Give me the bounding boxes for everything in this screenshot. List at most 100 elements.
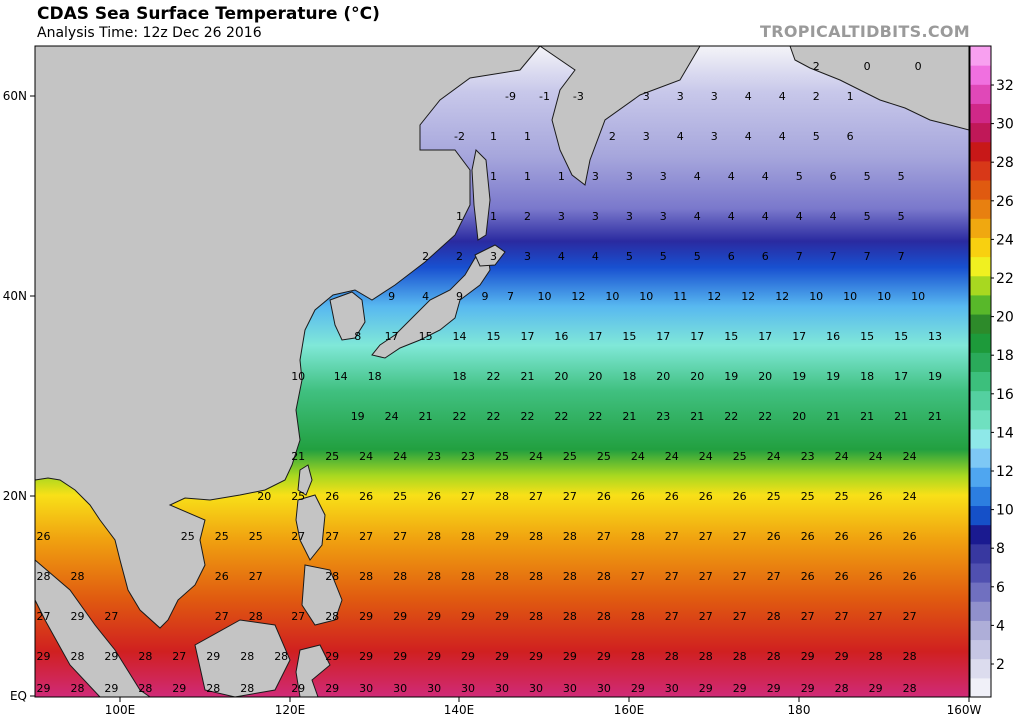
sst-value: 0: [864, 60, 871, 73]
colorbar-swatch: [970, 543, 991, 564]
sst-value: 28: [631, 610, 645, 623]
sst-value: 27: [359, 530, 373, 543]
colorbar-swatch: [970, 409, 991, 430]
lat-label-eq: EQ: [10, 689, 27, 703]
sst-value: 3: [558, 210, 565, 223]
sst-value: 26: [325, 490, 339, 503]
sst-value: 23: [656, 410, 670, 423]
sst-value: 28: [274, 650, 288, 663]
colorbar: [970, 46, 991, 698]
sst-value: 4: [694, 210, 701, 223]
lon-label-100e: 100E: [105, 703, 136, 717]
sst-value: 26: [903, 530, 917, 543]
sst-value: 28: [495, 570, 509, 583]
sst-value: 29: [71, 610, 85, 623]
colorbar-tick-label: 32: [996, 78, 1014, 94]
sst-value: 28: [495, 490, 509, 503]
sst-value: 26: [215, 570, 229, 583]
sst-value: 23: [801, 450, 815, 463]
sst-value: 26: [597, 490, 611, 503]
sst-value: 11: [673, 290, 687, 303]
sst-value: 27: [801, 610, 815, 623]
sst-value: 25: [495, 450, 509, 463]
sst-value: 27: [631, 570, 645, 583]
sst-value: 29: [104, 650, 118, 663]
sst-value: 10: [291, 370, 305, 383]
sst-value: 19: [724, 370, 738, 383]
sst-value: 26: [631, 490, 645, 503]
sst-value: 10: [605, 290, 619, 303]
colorbar-swatch: [970, 275, 991, 296]
sst-value: 4: [779, 90, 786, 103]
colorbar-tick-label: 30: [996, 117, 1014, 133]
sst-value: 25: [181, 530, 195, 543]
sst-value: 24: [835, 450, 849, 463]
sst-value: 27: [325, 530, 339, 543]
landmass-borneo: [194, 619, 291, 698]
sst-value: 25: [767, 490, 781, 503]
sst-value: 3: [524, 250, 531, 263]
sst-value: 29: [563, 650, 577, 663]
sst-value: 22: [453, 410, 467, 423]
sst-value: 28: [138, 682, 152, 695]
colorbar-swatch: [970, 180, 991, 200]
sst-value: 17: [385, 330, 399, 343]
lon-ticks: [119, 697, 970, 702]
sst-value: 1: [524, 170, 531, 183]
sst-value: 20: [656, 370, 670, 383]
sst-value: 24: [869, 450, 883, 463]
sst-value: 2: [456, 250, 463, 263]
sst-value: 24: [631, 450, 645, 463]
sst-value: 21: [894, 410, 908, 423]
sst-value: 29: [359, 610, 373, 623]
sst-value: 22: [487, 410, 501, 423]
sst-value: 29: [427, 610, 441, 623]
sst-value: 3: [711, 130, 718, 143]
colorbar-swatch: [970, 65, 991, 85]
colorbar-swatch: [970, 524, 991, 545]
sst-value: 6: [847, 130, 854, 143]
sst-value: 29: [172, 682, 186, 695]
colorbar-tick-label: 16: [996, 387, 1014, 403]
sst-value: 25: [249, 530, 263, 543]
sst-value: 24: [393, 450, 407, 463]
sst-value: 28: [563, 530, 577, 543]
sst-value: 29: [733, 682, 747, 695]
sst-value: 17: [521, 330, 535, 343]
sst-value: 16: [826, 330, 840, 343]
colorbar-swatch: [970, 84, 991, 104]
sst-value: 29: [291, 682, 305, 695]
sst-value: 27: [393, 530, 407, 543]
sst-value: 25: [563, 450, 577, 463]
sst-value: 27: [733, 610, 747, 623]
sst-value: 28: [240, 650, 254, 663]
sst-value: 12: [775, 290, 789, 303]
sst-value: 26: [801, 530, 815, 543]
sst-value: 7: [830, 250, 837, 263]
sst-value: 4: [677, 130, 684, 143]
sst-value: 17: [588, 330, 602, 343]
sst-value: 28: [767, 610, 781, 623]
sst-value: 30: [495, 682, 509, 695]
analysis-time: Analysis Time: 12z Dec 26 2016: [37, 25, 262, 41]
sst-value: 27: [291, 530, 305, 543]
sst-value: 24: [699, 450, 713, 463]
colorbar-swatch: [970, 390, 991, 411]
sst-value: 24: [359, 450, 373, 463]
sst-value: 29: [801, 682, 815, 695]
colorbar-tick-label: 26: [996, 194, 1014, 210]
colorbar-swatch: [970, 141, 991, 162]
sst-value: 25: [215, 530, 229, 543]
sst-value: 2: [609, 130, 616, 143]
sst-value: 19: [928, 370, 942, 383]
sst-value: 22: [521, 410, 535, 423]
sst-value: 29: [495, 650, 509, 663]
sst-value: 3: [592, 170, 599, 183]
sst-value: 30: [461, 682, 475, 695]
sst-value: 28: [631, 530, 645, 543]
sst-value: 15: [622, 330, 636, 343]
sst-value: 27: [529, 490, 543, 503]
sst-value: 4: [745, 130, 752, 143]
landmass-kamchatka: [538, 45, 701, 186]
colorbar-swatch: [970, 314, 991, 334]
